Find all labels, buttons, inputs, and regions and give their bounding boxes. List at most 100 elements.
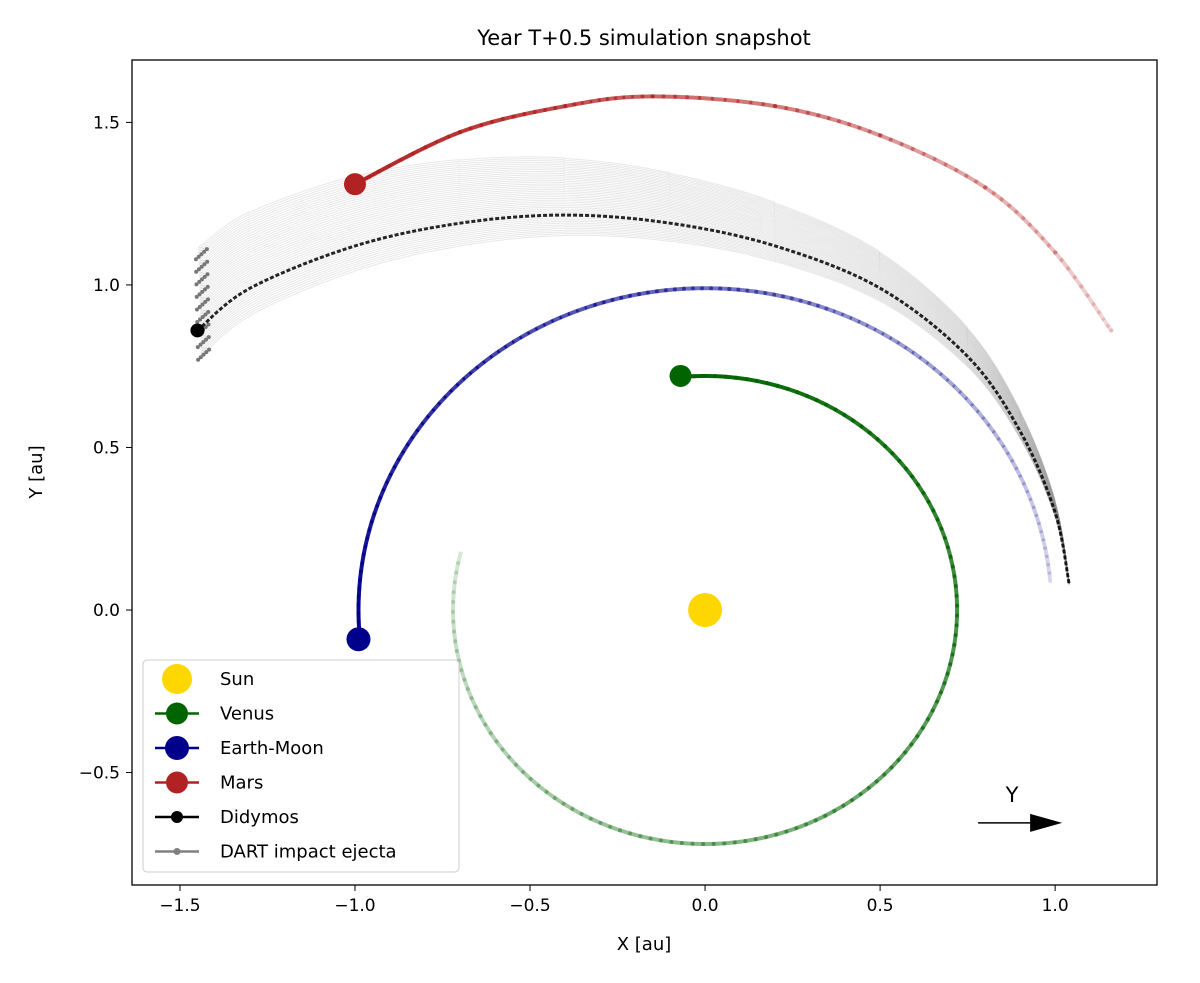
axes-frame bbox=[131, 59, 1158, 886]
ejecta-trajectory bbox=[200, 231, 1070, 585]
ejecta-trajectory bbox=[196, 199, 1070, 584]
legend-mars-marker bbox=[166, 771, 188, 794]
ejecta-trajectory bbox=[198, 170, 1070, 584]
mars-trail bbox=[899, 142, 915, 151]
ejecta-trajectory bbox=[199, 213, 1070, 585]
venus-trail bbox=[732, 839, 748, 845]
mars-trail bbox=[1014, 209, 1026, 221]
earth-moon-trail bbox=[881, 332, 894, 341]
ejecta-particle bbox=[196, 254, 201, 259]
venus-trail bbox=[669, 839, 684, 846]
chart-title: Year T+0.5 simulation snapshot bbox=[476, 26, 811, 50]
venus-trail bbox=[536, 783, 549, 794]
venus-trail bbox=[488, 731, 499, 744]
venus-trail bbox=[456, 658, 464, 673]
legend-didymos-label: Didymos bbox=[220, 807, 299, 828]
legend-ejecta-marker bbox=[173, 848, 181, 855]
direction-arrow: Y bbox=[978, 783, 1063, 832]
earth-moon-trail bbox=[952, 384, 963, 395]
ejecta-particle bbox=[206, 322, 211, 327]
mars-trail bbox=[398, 151, 415, 162]
ejecta-trajectory bbox=[199, 203, 1070, 584]
earth-moon-trail bbox=[1031, 505, 1039, 518]
mars-trail bbox=[847, 122, 862, 130]
earth-moon-trail bbox=[1039, 530, 1046, 543]
mars-marker bbox=[343, 173, 366, 196]
venus-trail bbox=[521, 769, 533, 781]
earth-moon-trail bbox=[772, 292, 786, 299]
earth-moon-trail bbox=[976, 409, 986, 421]
ejecta-trajectory bbox=[199, 227, 1070, 585]
mars-trail bbox=[921, 151, 937, 162]
ejecta-trajectory bbox=[198, 185, 1070, 584]
venus-marker bbox=[669, 364, 692, 387]
mars-trail bbox=[857, 125, 872, 134]
mars-trail bbox=[1101, 317, 1110, 328]
y-tick-label: 1.5 bbox=[93, 113, 120, 133]
ejecta-trajectory bbox=[199, 219, 1070, 585]
ejecta-particle bbox=[201, 352, 206, 357]
earth-moon-trail bbox=[996, 437, 1006, 449]
venus-trail bbox=[618, 828, 633, 836]
sun-marker bbox=[688, 593, 723, 627]
venus-trail bbox=[764, 832, 779, 840]
axis-ticks: −1.5 −1.0 −0.5 0.0 0.5 1.0 −0.5 0.0 0.5 1.0 1.5 bbox=[79, 113, 1069, 916]
x-axis-label: X [au] bbox=[617, 934, 672, 955]
earth-moon-trail bbox=[970, 403, 981, 414]
earth-moon-trail bbox=[918, 356, 930, 366]
ejecta-trajectory bbox=[198, 183, 1070, 584]
earth-moon-trail bbox=[896, 341, 909, 351]
earth-moon-trail bbox=[889, 336, 901, 346]
mars-trail bbox=[888, 137, 904, 147]
mars-trail bbox=[974, 179, 988, 190]
arrow-head bbox=[1030, 813, 1063, 832]
x-tick-label: −1.5 bbox=[159, 896, 200, 916]
mars-trail bbox=[999, 197, 1012, 208]
venus-trail bbox=[500, 747, 512, 760]
earth-moon-trail bbox=[932, 366, 944, 377]
venus-trail bbox=[451, 590, 456, 605]
mars-trail bbox=[932, 157, 948, 167]
venus-trail bbox=[513, 762, 526, 774]
mars-trail bbox=[1053, 250, 1064, 263]
mars-trail bbox=[1072, 275, 1084, 289]
earth-moon-trail bbox=[1025, 490, 1033, 502]
earth-moon-trail bbox=[1043, 546, 1049, 559]
ejecta-particle bbox=[204, 337, 209, 342]
ejecta-particle bbox=[203, 325, 208, 330]
venus-trail bbox=[465, 686, 474, 701]
venus-trail bbox=[588, 816, 603, 825]
ejecta-trajectory bbox=[198, 179, 1070, 584]
ejecta-particle bbox=[204, 247, 209, 252]
ejecta-particle bbox=[198, 317, 203, 322]
earth-moon-trail bbox=[807, 301, 820, 308]
ejecta-particle bbox=[196, 357, 201, 362]
venus-trail bbox=[552, 795, 566, 806]
earth-moon-trail bbox=[1047, 571, 1053, 584]
mars-trail bbox=[710, 96, 728, 102]
legend-ejecta-label: DART impact ejecta bbox=[220, 842, 397, 863]
ejecta-particle bbox=[200, 302, 205, 307]
earth-moon-trail bbox=[925, 361, 937, 371]
earth-moon-trail bbox=[1044, 554, 1051, 568]
mars-trail bbox=[1059, 258, 1071, 271]
mars-trail bbox=[376, 163, 392, 174]
ejecta-particle bbox=[193, 257, 198, 262]
didymos-marker bbox=[190, 323, 205, 338]
earth-moon-trail bbox=[1041, 538, 1048, 551]
y-tick-label: 0.5 bbox=[93, 438, 120, 458]
earth-moon-trail bbox=[911, 350, 923, 361]
earth-moon-trail bbox=[1018, 474, 1027, 487]
venus-trail bbox=[648, 836, 663, 843]
venus-trail bbox=[454, 648, 461, 663]
ejecta-trajectory bbox=[196, 190, 1070, 584]
ejecta-particle bbox=[197, 304, 202, 309]
earth-moon-trail bbox=[841, 312, 854, 321]
venus-trail bbox=[459, 668, 467, 682]
venus-trail bbox=[469, 696, 478, 710]
earth-moon-trail bbox=[1006, 451, 1015, 464]
earth-moon-trail bbox=[939, 372, 950, 383]
mars-trail bbox=[1079, 284, 1090, 298]
ejecta-particle bbox=[205, 259, 210, 264]
earth-moon-trail bbox=[832, 309, 846, 317]
